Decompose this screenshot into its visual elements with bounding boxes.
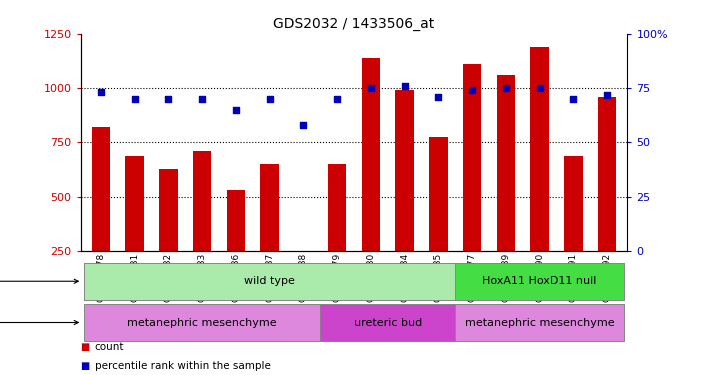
Bar [531,47,549,306]
Bar [564,156,583,306]
Bar [193,151,212,306]
Bar [328,164,346,306]
Bar [159,169,177,306]
Title: GDS2032 / 1433506_at: GDS2032 / 1433506_at [273,17,435,32]
Point [601,92,613,98]
Text: percentile rank within the sample: percentile rank within the sample [95,361,271,370]
Point [95,90,107,96]
Bar [429,137,448,306]
Text: HoxA11 HoxD11 null: HoxA11 HoxD11 null [482,276,597,286]
Text: count: count [95,342,124,352]
Point [196,96,207,102]
Point [399,83,410,89]
Point [568,96,579,102]
Text: ■: ■ [81,361,90,370]
Bar [395,90,414,306]
Bar [260,164,279,306]
Point [129,96,140,102]
Point [230,107,241,113]
Point [264,96,275,102]
Text: wild type: wild type [244,276,295,286]
Bar [84,304,320,341]
Bar [463,64,482,306]
Bar [496,75,515,306]
Text: metanephric mesenchyme: metanephric mesenchyme [465,318,615,327]
Bar [84,262,455,300]
Bar [226,190,245,306]
Point [534,85,545,91]
Bar [598,97,616,306]
Bar [294,256,313,306]
Bar [125,156,144,306]
Point [433,94,444,100]
Text: metanephric mesenchyme: metanephric mesenchyme [128,318,277,327]
Point [163,96,174,102]
Text: ureteric bud: ureteric bud [353,318,422,327]
Text: genotype/variation: genotype/variation [0,276,79,286]
Point [332,96,343,102]
Text: ■: ■ [81,342,90,352]
Point [467,87,478,93]
Bar [455,262,624,300]
Point [298,122,309,128]
Bar [320,304,455,341]
Bar [455,304,624,341]
Text: tissue: tissue [0,318,79,327]
Point [501,85,512,91]
Point [365,85,376,91]
Bar [362,58,380,306]
Bar [92,127,110,306]
